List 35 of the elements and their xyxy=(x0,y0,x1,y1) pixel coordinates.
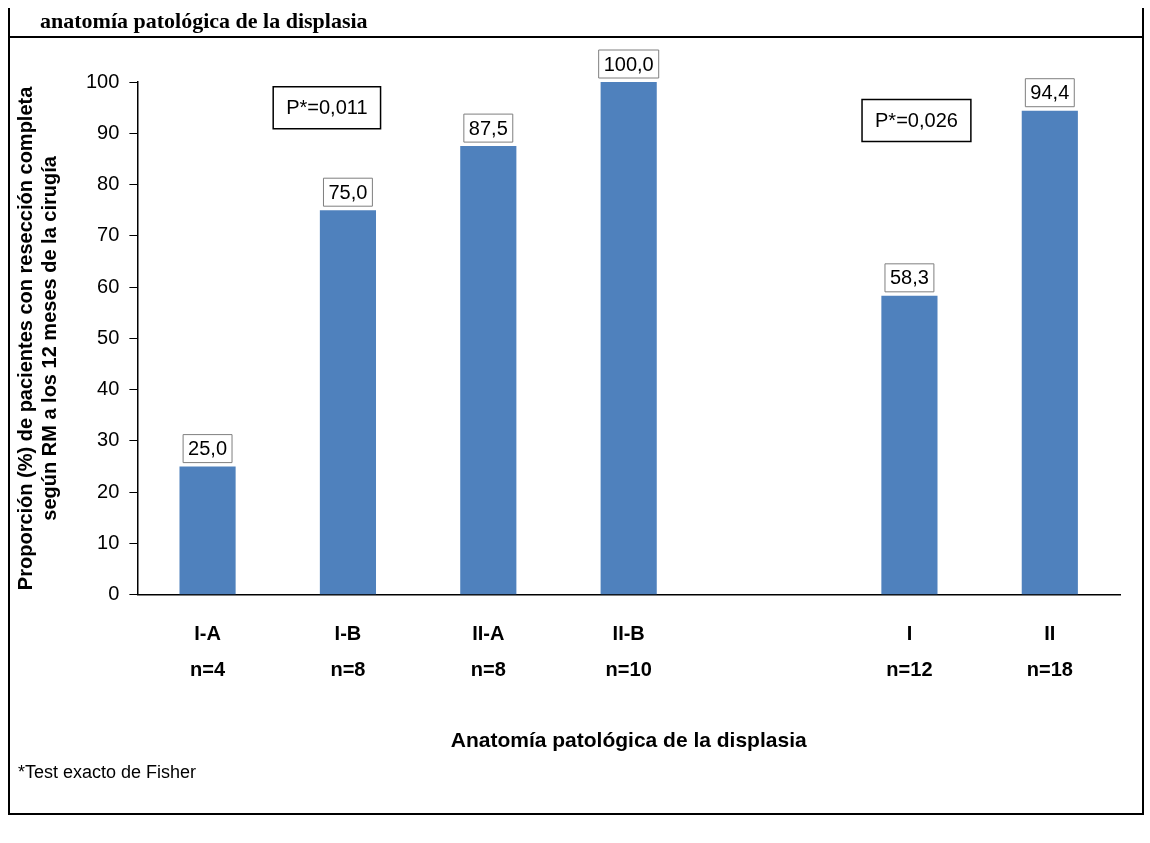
x-tick-label: I-A n=4 xyxy=(190,622,226,681)
x-tick-label: II-A n=8 xyxy=(470,622,506,681)
data-label: 94,4 xyxy=(1030,81,1070,104)
data-label: 75,0 xyxy=(328,180,368,203)
y-tick-label: 60 xyxy=(97,274,120,297)
bar xyxy=(881,295,938,595)
data-label: 100,0 xyxy=(603,52,654,75)
bar xyxy=(600,82,657,595)
y-tick-label: 80 xyxy=(97,172,120,195)
y-tick-label: 30 xyxy=(97,428,120,451)
y-tick-label: 20 xyxy=(97,479,120,502)
x-tick-label: I-B n=8 xyxy=(330,622,366,681)
data-label: 25,0 xyxy=(188,437,228,460)
annotation: P*=0,026 xyxy=(875,108,958,131)
data-label: 87,5 xyxy=(468,116,508,139)
y-tick-label: 50 xyxy=(97,325,120,348)
chart-title: anatomía patológica de la displasia xyxy=(10,8,1142,38)
bar xyxy=(179,466,236,595)
y-tick-label: 90 xyxy=(97,120,120,143)
text: *Test exacto de Fisher xyxy=(17,761,198,784)
y-tick-label: 10 xyxy=(97,531,120,554)
y-tick-label: 0 xyxy=(108,582,120,605)
x-tick-label: II-B n=10 xyxy=(605,622,652,681)
annotation: P*=0,011 xyxy=(286,96,368,119)
bar xyxy=(1021,110,1078,595)
y-tick-label: 40 xyxy=(97,377,120,400)
y-tick-label: 70 xyxy=(97,223,120,246)
y-tick-label: 100 xyxy=(85,69,120,92)
x-tick-label: II n=18 xyxy=(1026,622,1073,681)
bar xyxy=(319,210,377,595)
data-label: 58,3 xyxy=(889,266,929,289)
x-axis-title: Anatomía patológica de la displasia xyxy=(450,728,807,752)
bar xyxy=(460,146,517,595)
y-axis-title: Proporción (%) de pacientes con resección completa según RM a los 12 meses de la cirugía xyxy=(13,85,60,591)
x-tick-label: I n=12 xyxy=(886,622,933,681)
